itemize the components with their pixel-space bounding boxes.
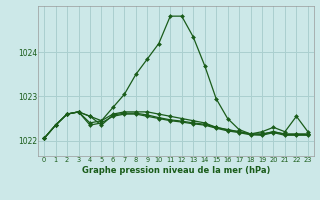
X-axis label: Graphe pression niveau de la mer (hPa): Graphe pression niveau de la mer (hPa) <box>82 166 270 175</box>
